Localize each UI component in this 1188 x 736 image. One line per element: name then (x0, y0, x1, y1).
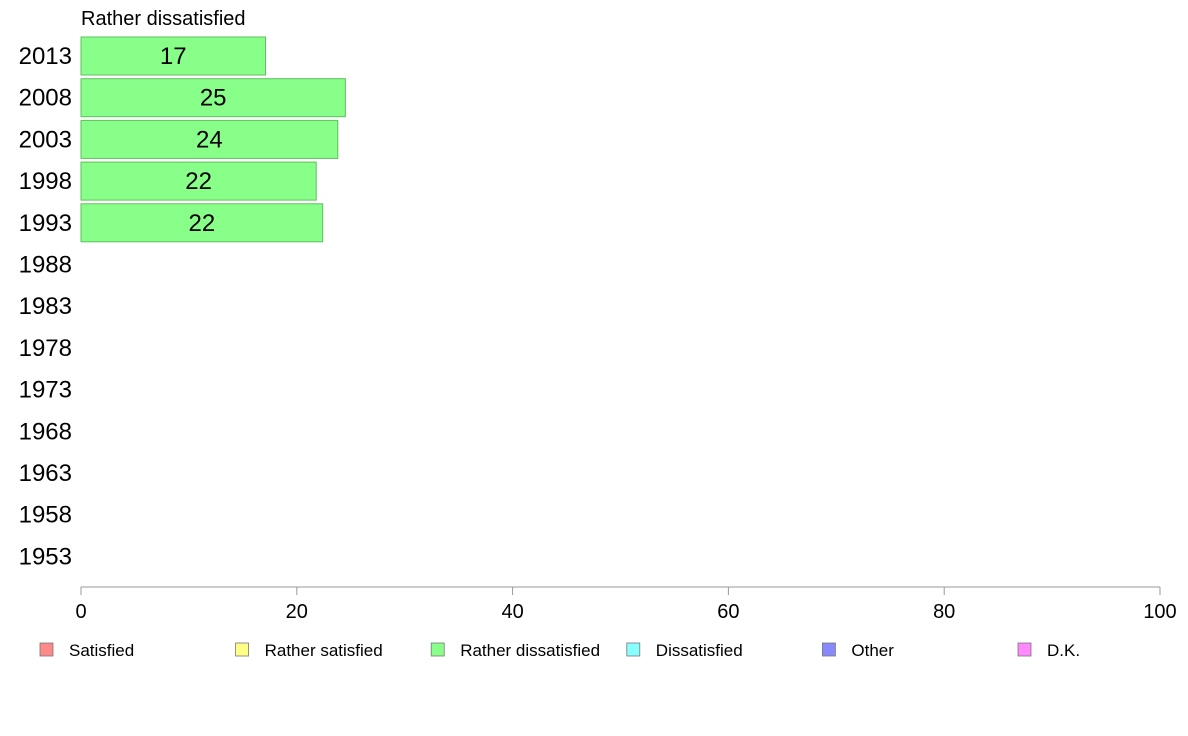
legend-label-1: Rather satisfied (265, 641, 383, 660)
category-label-1988: 1988 (19, 252, 72, 279)
x-tick-label-40: 40 (501, 601, 523, 623)
category-label-1998: 1998 (19, 168, 72, 195)
bar-value-label-2013: 17 (160, 43, 187, 70)
legend-swatch-4 (822, 642, 836, 657)
bar-2003 (80, 119, 339, 159)
x-tick-label-20: 20 (286, 601, 308, 623)
x-tick-label-100: 100 (1143, 601, 1176, 623)
legend-label-3: Dissatisfied (656, 641, 743, 660)
legend-swatch-2 (430, 642, 445, 657)
legend-swatch-0 (39, 642, 54, 657)
legend-swatch-3 (626, 642, 641, 657)
legend-label-0: Satisfied (69, 641, 134, 660)
bar-value-label-1993: 22 (188, 210, 215, 237)
bars-group: 17 25 24 22 22 (80, 36, 346, 243)
bar-value-label-1998: 22 (185, 168, 212, 195)
bar-1998 (80, 161, 317, 201)
category-label-2003: 2003 (19, 126, 72, 153)
category-label-1968: 1968 (19, 418, 72, 445)
category-label-1958: 1958 (19, 502, 72, 529)
legend-swatch-5 (1017, 642, 1032, 657)
bar-1993 (80, 203, 324, 243)
x-tick-label-60: 60 (717, 601, 739, 623)
category-label-1963: 1963 (19, 460, 72, 487)
category-label-1993: 1993 (19, 210, 72, 237)
legend-label-2: Rather dissatisfied (460, 641, 600, 660)
category-label-1953: 1953 (19, 543, 72, 570)
category-label-1983: 1983 (19, 293, 72, 320)
x-tick-label-0: 0 (75, 601, 86, 623)
category-label-2008: 2008 (19, 85, 72, 112)
chart-title: Rather dissatisfied (81, 8, 246, 30)
legend-label-4: Other (851, 641, 894, 660)
x-tick-label-80: 80 (933, 601, 955, 623)
bar-value-label-2003: 24 (196, 126, 223, 153)
category-label-1973: 1973 (19, 377, 72, 404)
category-label-1978: 1978 (19, 335, 72, 362)
x-axis: 0 20 40 60 80 100 (75, 586, 1177, 623)
legend: Satisfied Rather satisfied Rather dissatis… (39, 641, 1080, 660)
bar-value-label-2008: 25 (200, 85, 227, 112)
category-labels: 2013 2008 2003 1998 1993 1988 1983 1978 1973 1968… (19, 43, 72, 570)
bar-2013 (80, 36, 267, 76)
legend-label-5: D.K. (1047, 641, 1080, 660)
bar-2008 (80, 78, 346, 118)
legend-swatch-1 (235, 642, 250, 657)
category-label-2013: 2013 (19, 43, 72, 70)
